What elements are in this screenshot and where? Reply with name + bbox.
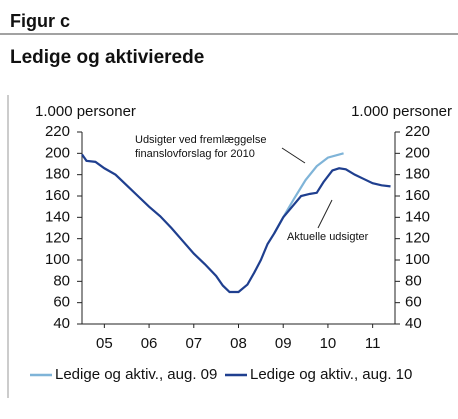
annotation-arrow <box>281 147 306 164</box>
legend-label: Ledige og aktiv., aug. 09 <box>55 366 217 383</box>
y-tick-label: 220 <box>45 123 70 140</box>
annotation: Aktuelle udsigter <box>287 231 369 243</box>
y-axis-label: 1.000 personer <box>35 103 136 120</box>
y-tick-label: 180 <box>45 166 70 183</box>
y-tick-label: 80 <box>53 272 70 289</box>
y2-axis-label: 1.000 personer <box>351 103 452 120</box>
header: Figur c <box>10 11 70 31</box>
x-tick-label: 07 <box>185 335 202 352</box>
x-tick-label: 11 <box>365 335 381 352</box>
chart-title: Ledige og aktivierede <box>10 47 204 68</box>
annotation-arrow <box>317 199 333 229</box>
y-tick-label: 200 <box>45 144 70 161</box>
annotation: finanslovforslag for 2010 <box>135 148 255 160</box>
annotation: Udsigter ved fremlæggelse <box>135 134 266 146</box>
x-tick-label: 06 <box>141 335 158 352</box>
y2-tick-label: 40 <box>405 315 422 332</box>
y-tick-label: 100 <box>45 251 70 268</box>
x-tick-label: 09 <box>275 335 292 352</box>
line-series <box>81 153 391 294</box>
y2-tick-label: 60 <box>405 294 422 311</box>
x-tick-label: 08 <box>230 335 247 352</box>
y2-tick-label: 120 <box>405 230 430 247</box>
y-tick-label: 160 <box>45 187 70 204</box>
y-tick-label: 120 <box>45 230 70 247</box>
y-tick-label: 40 <box>53 315 70 332</box>
y2-tick-label: 220 <box>405 123 430 140</box>
x-tick-label: 10 <box>320 335 337 352</box>
legend-label: Ledige og aktiv., aug. 10 <box>250 366 412 383</box>
y-tick-label: 60 <box>53 294 70 311</box>
y2-tick-label: 100 <box>405 251 430 268</box>
y2-tick-label: 80 <box>405 272 422 289</box>
y2-tick-label: 160 <box>405 187 430 204</box>
y-tick-label: 140 <box>45 208 70 225</box>
y2-tick-label: 200 <box>405 144 430 161</box>
x-tick-label: 05 <box>96 335 113 352</box>
y2-tick-label: 140 <box>405 208 430 225</box>
y2-tick-label: 180 <box>405 166 430 183</box>
